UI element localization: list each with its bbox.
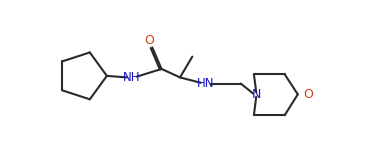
Text: HN: HN (197, 77, 214, 90)
Text: O: O (144, 34, 154, 47)
Text: N: N (251, 88, 261, 101)
Text: NH: NH (123, 71, 140, 84)
Text: O: O (303, 88, 313, 101)
